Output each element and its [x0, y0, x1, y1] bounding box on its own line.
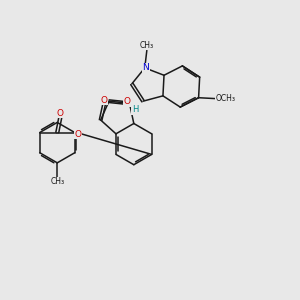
Text: CH₃: CH₃	[50, 177, 64, 186]
Text: O: O	[57, 109, 64, 118]
Text: N: N	[142, 63, 149, 72]
Text: H: H	[132, 105, 138, 114]
Text: O: O	[75, 130, 82, 139]
Text: O: O	[123, 98, 130, 106]
Text: OCH₃: OCH₃	[215, 94, 236, 103]
Text: O: O	[101, 96, 108, 105]
Text: CH₃: CH₃	[140, 41, 154, 50]
